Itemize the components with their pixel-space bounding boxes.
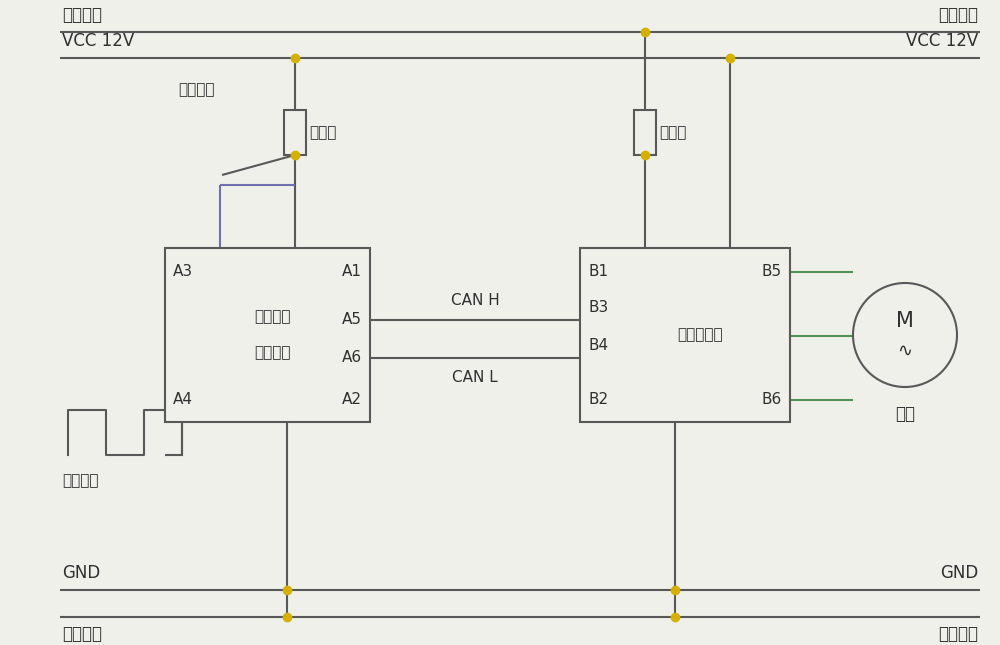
Text: ∿: ∿: [897, 342, 913, 360]
Bar: [580, 248, 790, 422]
Text: 燔断器: 燔断器: [309, 125, 336, 140]
Text: 高压正极: 高压正极: [62, 6, 102, 24]
Text: 燔断器: 燔断器: [659, 125, 686, 140]
Text: VCC 12V: VCC 12V: [62, 32, 134, 50]
Text: B1: B1: [588, 264, 608, 279]
Text: B4: B4: [588, 337, 608, 353]
Text: 高压负极: 高压负极: [62, 625, 102, 643]
Text: 回馈制动: 回馈制动: [254, 310, 291, 324]
Text: 控制装置: 控制装置: [254, 346, 291, 361]
Text: M: M: [896, 311, 914, 331]
Text: B2: B2: [588, 393, 608, 408]
Text: A3: A3: [173, 264, 193, 279]
Bar: [634, 110, 656, 155]
Bar: [284, 110, 306, 155]
Text: B6: B6: [762, 393, 782, 408]
Text: A4: A4: [173, 393, 193, 408]
Text: 制动信号: 制动信号: [178, 83, 215, 97]
Text: A2: A2: [342, 393, 362, 408]
Text: CAN L: CAN L: [452, 370, 498, 385]
Text: GND: GND: [62, 564, 100, 582]
Text: VCC 12V: VCC 12V: [906, 32, 978, 50]
Text: B3: B3: [588, 301, 608, 315]
Bar: [165, 248, 370, 422]
Text: 高压正极: 高压正极: [938, 6, 978, 24]
Text: B5: B5: [762, 264, 782, 279]
Text: A1: A1: [342, 264, 362, 279]
Text: CAN H: CAN H: [451, 293, 499, 308]
Text: A5: A5: [342, 312, 362, 328]
Circle shape: [853, 283, 957, 387]
Text: 车速信号: 车速信号: [62, 473, 98, 488]
Text: 电机控制器: 电机控制器: [677, 328, 723, 342]
Text: 高压负极: 高压负极: [938, 625, 978, 643]
Text: GND: GND: [940, 564, 978, 582]
Text: 电机: 电机: [895, 405, 915, 423]
Text: A6: A6: [342, 350, 362, 366]
